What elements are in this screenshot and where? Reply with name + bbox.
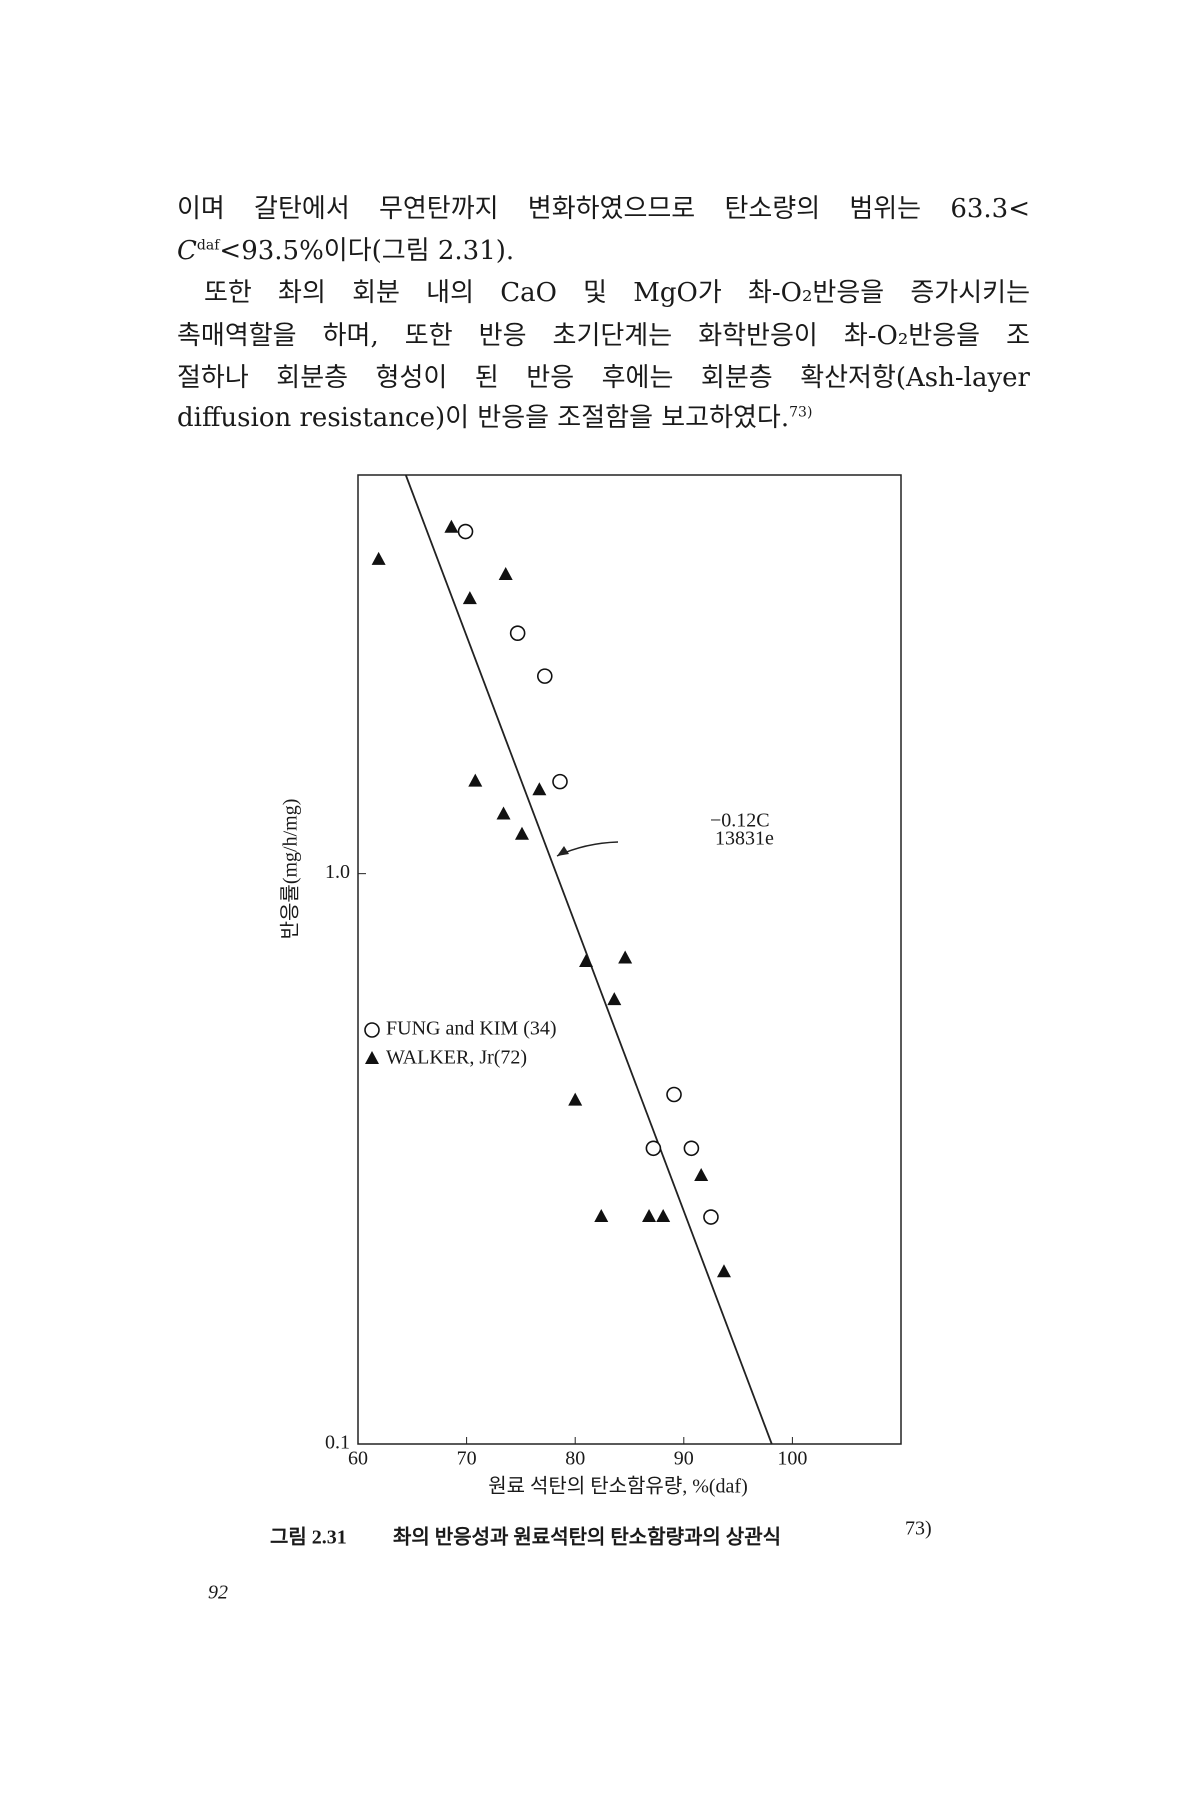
- point: [579, 954, 594, 968]
- point: [498, 566, 513, 580]
- caption: 촤의 반응성과 원료석탄의 탄소함량과의 상관식: [393, 1526, 781, 1549]
- y-tick-label: 0.1: [325, 1432, 350, 1454]
- text-line: 촉매역할을 하며, 또한 반응 초기단계는 화학반응이 촤-O₂반응을 조: [177, 315, 1030, 352]
- point: [444, 519, 459, 533]
- point: [645, 1140, 662, 1157]
- text: 또한 촤의 회분 내의 CaO 및 MgO가 촤-O₂반응을 증가시키는: [204, 278, 1030, 308]
- point: [594, 1209, 609, 1223]
- point: [532, 782, 547, 796]
- point: [694, 1168, 709, 1182]
- text: 절하나 회분층 형성이 된 반응 후에는 회분층 확산저항(Ash-layer: [177, 363, 1030, 393]
- text: C: [177, 236, 197, 266]
- text: 이며 갈탄에서 무연탄까지 변화하였으므로 탄소량의 범위는 63.3<: [177, 194, 1030, 224]
- page-number: 92: [208, 1582, 228, 1604]
- legend-label: WALKER, Jr(72): [386, 1047, 527, 1069]
- arrow-head: [557, 846, 569, 856]
- point: [509, 625, 526, 641]
- point: [552, 773, 568, 790]
- point: [607, 992, 622, 1006]
- text-line: 절하나 회분층 형성이 된 반응 후에는 회분층 확산저항(Ash-layer: [177, 357, 1030, 394]
- x-tick-label: 100: [777, 1448, 807, 1470]
- point: [536, 668, 553, 684]
- annotation-exponent: −0.12C: [710, 810, 770, 832]
- x-axis-label: 원료 석탄의 탄소함유량, %(daf): [488, 1475, 748, 1498]
- point: [683, 1140, 700, 1157]
- superscript: daf: [196, 237, 220, 254]
- x-tick-label: 60: [348, 1448, 368, 1470]
- legend-marker: [364, 1022, 380, 1038]
- x-tick-label: 70: [457, 1448, 477, 1470]
- y-axis-label: 반응률(mg/h/mg): [279, 799, 302, 940]
- text: <93.5%이다(그림 2.31).: [219, 236, 515, 266]
- point: [656, 1209, 671, 1223]
- point: [642, 1209, 657, 1223]
- text-line: Cdaf<93.5%이다(그림 2.31).: [177, 230, 1030, 267]
- legend-label: FUNG and KIM (34): [386, 1018, 557, 1040]
- text-line: 또한 촤의 회분 내의 CaO 및 MgO가 촤-O₂반응을 증가시키는: [204, 272, 1030, 309]
- caption-label: 그림 2.31: [270, 1526, 347, 1549]
- point: [666, 1086, 682, 1103]
- point: [462, 591, 477, 605]
- point: [716, 1264, 731, 1278]
- text: diffusion resistance)이 반응을 조절함을 보고하였다.: [177, 403, 790, 433]
- caption-ref: 73): [905, 1518, 932, 1540]
- annotation: 13831e: [715, 828, 774, 850]
- superscript: 73): [789, 404, 813, 421]
- text-line: diffusion resistance)이 반응을 조절함을 보고하였다.73…: [177, 397, 1030, 434]
- text: 촉매역할을 하며, 또한 반응 초기단계는 화학반응이 촤-O₂반응을 조: [177, 321, 1030, 351]
- legend-marker: [365, 1051, 379, 1064]
- point: [371, 551, 386, 565]
- x-tick-label: 80: [565, 1448, 585, 1470]
- point: [618, 950, 633, 964]
- text-line: 이며 갈탄에서 무연탄까지 변화하였으므로 탄소량의 범위는 63.3<: [177, 188, 1030, 225]
- point: [457, 523, 474, 540]
- point: [568, 1092, 583, 1106]
- plot-frame: [357, 474, 902, 1445]
- point: [703, 1209, 719, 1225]
- y-tick-label: 1.0: [325, 861, 350, 883]
- point: [468, 773, 483, 787]
- point: [514, 826, 529, 840]
- point: [496, 806, 511, 820]
- x-tick-label: 90: [674, 1448, 694, 1470]
